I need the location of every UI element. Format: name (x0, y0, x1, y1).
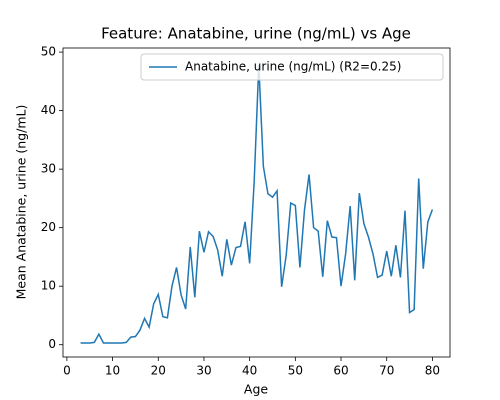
y-tick-label: 10 (41, 279, 56, 293)
legend-label: Anatabine, urine (ng/mL) (R2=0.25) (185, 60, 401, 74)
plot-frame (62, 47, 451, 358)
y-tick-label: 0 (48, 337, 56, 351)
x-tick-label: 20 (151, 364, 166, 378)
y-tick-label: 40 (41, 103, 56, 117)
x-tick-label: 80 (425, 364, 440, 378)
x-tick-label: 10 (105, 364, 120, 378)
y-tick-label: 20 (41, 220, 56, 234)
x-axis-label: Age (244, 382, 268, 397)
x-tick-label: 60 (333, 364, 348, 378)
data-line (80, 64, 434, 344)
x-tick-label: 70 (379, 364, 394, 378)
y-tick-label: 50 (41, 45, 56, 59)
legend-box (140, 53, 444, 81)
y-tick-label: 30 (41, 162, 56, 176)
x-tick-label: 30 (196, 364, 211, 378)
x-tick-label: 40 (242, 364, 257, 378)
chart-title: Feature: Anatabine, urine (ng/mL) vs Age (101, 25, 411, 43)
y-axis-label: Mean Anatabine, urine (ng/mL) (14, 105, 29, 300)
x-tick-label: 50 (288, 364, 303, 378)
x-tick-label: 0 (63, 364, 71, 378)
